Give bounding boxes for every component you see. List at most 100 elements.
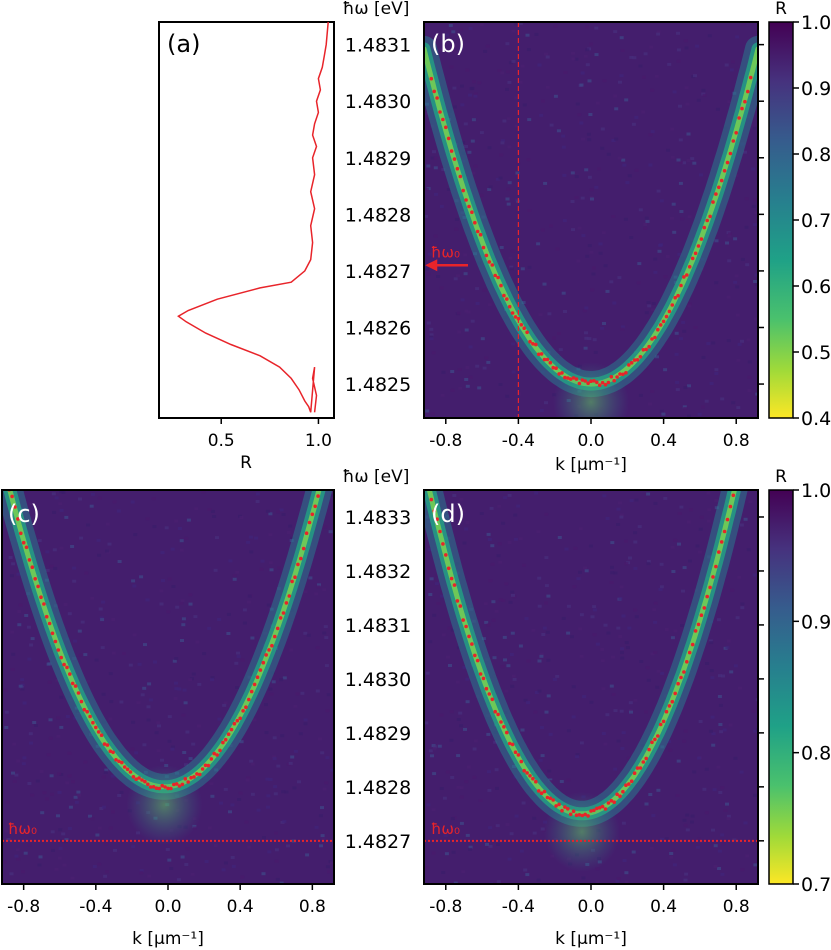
dispersion-point xyxy=(122,765,127,769)
noise-speck xyxy=(564,547,569,551)
noise-speck xyxy=(488,844,493,848)
noise-speck xyxy=(130,500,135,504)
noise-speck xyxy=(145,598,150,602)
noise-speck xyxy=(170,547,175,551)
noise-speck xyxy=(45,568,50,572)
noise-speck xyxy=(432,772,437,776)
dispersion-point xyxy=(215,753,219,757)
noise-speck xyxy=(454,51,459,55)
noise-speck xyxy=(234,661,239,665)
dispersion-point xyxy=(244,705,248,709)
noise-speck xyxy=(157,724,161,728)
dispersion-point xyxy=(247,697,251,702)
dispersion-point xyxy=(629,779,634,783)
noise-speck xyxy=(329,494,334,498)
noise-speck xyxy=(574,196,579,199)
noise-speck xyxy=(671,848,676,852)
noise-speck xyxy=(563,71,568,74)
dispersion-point xyxy=(206,763,211,768)
noise-speck xyxy=(73,795,78,799)
dispersion-point xyxy=(673,691,677,696)
noise-speck xyxy=(531,628,536,632)
noise-speck xyxy=(266,794,271,798)
noise-speck xyxy=(427,252,432,256)
noise-speck xyxy=(739,770,744,774)
noise-speck xyxy=(428,640,433,644)
noise-speck xyxy=(629,710,633,714)
noise-speck xyxy=(539,652,544,656)
dispersion-point xyxy=(592,808,596,813)
noise-speck xyxy=(548,780,553,783)
colorbar-top-scale xyxy=(768,21,794,419)
noise-speck xyxy=(269,568,274,572)
noise-speck xyxy=(584,569,589,573)
noise-speck xyxy=(316,845,321,849)
noise-speck xyxy=(260,559,265,563)
noise-speck xyxy=(570,200,575,203)
noise-speck xyxy=(291,839,296,843)
dispersion-point xyxy=(667,309,672,314)
noise-speck xyxy=(32,721,37,724)
noise-speck xyxy=(90,492,95,496)
dispersion-point xyxy=(554,366,558,371)
noise-speck xyxy=(673,538,678,542)
noise-speck xyxy=(247,845,252,849)
noise-speck xyxy=(35,779,40,783)
noise-speck xyxy=(540,754,545,758)
dispersion-point xyxy=(635,358,640,362)
noise-speck xyxy=(99,807,104,810)
noise-speck xyxy=(188,602,193,606)
noise-speck xyxy=(322,588,327,592)
panel-b-dispersion-points xyxy=(429,75,753,388)
noise-speck xyxy=(509,832,514,836)
noise-speck xyxy=(293,749,298,753)
noise-speck xyxy=(264,703,268,707)
noise-speck xyxy=(668,748,673,752)
noise-speck xyxy=(595,642,600,646)
noise-speck xyxy=(539,113,544,117)
noise-speck xyxy=(482,366,487,370)
noise-speck xyxy=(273,785,278,789)
colorbar-bottom-scale xyxy=(768,489,794,885)
noise-speck xyxy=(97,553,102,557)
panel-a-label: (a) xyxy=(167,30,200,58)
noise-speck xyxy=(658,243,663,247)
noise-speck xyxy=(706,519,711,523)
noise-speck xyxy=(491,600,496,604)
noise-speck xyxy=(689,508,693,512)
noise-speck xyxy=(622,163,627,167)
noise-speck xyxy=(755,698,758,702)
noise-speck xyxy=(188,757,193,761)
noise-speck xyxy=(548,778,553,782)
noise-speck xyxy=(4,710,9,714)
dispersion-point xyxy=(522,768,526,773)
dispersion-point xyxy=(670,303,675,307)
dispersion-point xyxy=(548,796,553,801)
noise-speck xyxy=(272,757,277,761)
noise-speck xyxy=(545,55,550,59)
noise-speck xyxy=(578,527,583,531)
dispersion-point xyxy=(316,494,320,498)
dispersion-point xyxy=(473,220,477,225)
noise-speck xyxy=(644,311,649,315)
noise-speck xyxy=(574,175,579,179)
noise-speck xyxy=(426,803,431,807)
noise-speck xyxy=(117,560,122,563)
noise-speck xyxy=(511,59,516,63)
noise-speck xyxy=(80,620,85,624)
dispersion-point xyxy=(650,740,654,745)
noise-speck xyxy=(733,756,738,760)
dispersion-point xyxy=(270,643,274,648)
noise-speck xyxy=(430,412,435,416)
dispersion-point xyxy=(676,293,680,298)
noise-speck xyxy=(57,856,62,860)
noise-speck xyxy=(236,654,241,658)
noise-speck xyxy=(726,295,731,299)
noise-speck xyxy=(266,805,270,809)
noise-speck xyxy=(730,588,735,592)
dispersion-point xyxy=(653,737,657,742)
panel-b-x-tick-label: -0.8 xyxy=(429,431,462,451)
noise-speck xyxy=(552,336,556,340)
noise-speck xyxy=(734,274,739,278)
noise-speck xyxy=(580,196,585,200)
